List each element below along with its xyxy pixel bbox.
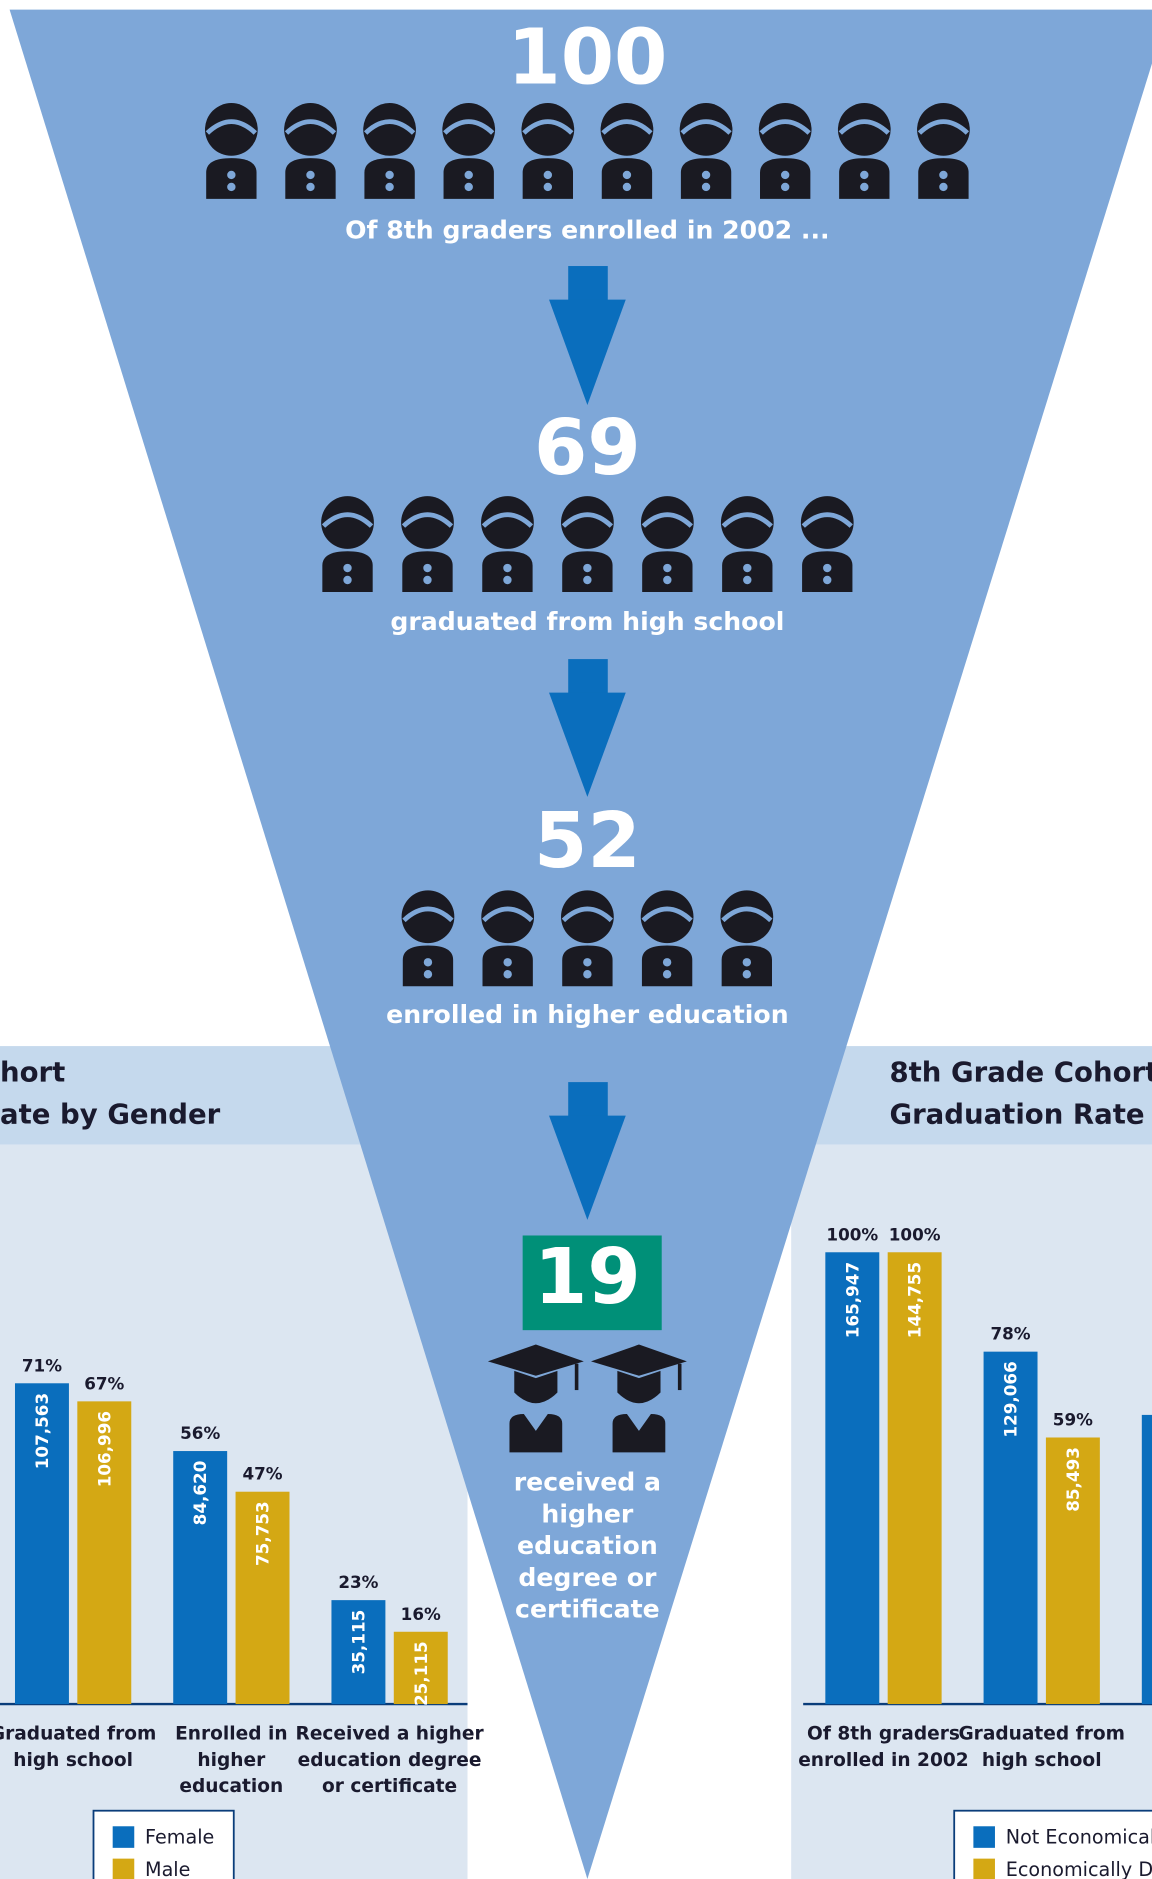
x-tick-label: Enrolled in — [175, 1724, 287, 1745]
value-label: 67% — [84, 1373, 124, 1393]
arrows — [549, 266, 626, 1220]
legend-swatch — [973, 1826, 995, 1848]
stage-number: 69 — [534, 404, 641, 493]
x-tick-label: Graduated from — [0, 1724, 156, 1745]
stage-caption: graduated from high school — [390, 607, 784, 636]
stage-number: 100 — [507, 13, 667, 102]
stage-caption: enrolled in higher education — [386, 1000, 788, 1029]
bar — [1045, 1437, 1100, 1705]
right-title-band — [791, 1046, 1152, 1145]
value-label: 23% — [338, 1572, 378, 1592]
count-label: 25,115 — [411, 1641, 431, 1706]
funnel — [9, 9, 1152, 1879]
legend-swatch — [112, 1858, 135, 1879]
bar — [393, 1631, 448, 1705]
stage-caption: received a — [514, 1468, 661, 1497]
x-tick-label: high school — [13, 1750, 133, 1771]
bar — [1141, 1414, 1152, 1705]
count-label: 35,115 — [348, 1610, 368, 1675]
x-tick-label: Received a higher — [296, 1724, 485, 1745]
legend-swatch — [973, 1858, 995, 1879]
bar — [235, 1491, 290, 1705]
chart-title: Graduation Rate by — [889, 1099, 1152, 1131]
x-tick-label: Graduated from — [958, 1724, 1125, 1745]
chart-title: ate by Gender — [0, 1099, 221, 1131]
legend-label: Female — [145, 1826, 214, 1849]
count-label: 84,620 — [190, 1461, 210, 1526]
x-tick-label: Of 8th graders — [807, 1724, 960, 1745]
count-label: 107,563 — [32, 1393, 52, 1469]
x-tick-label: education — [179, 1776, 283, 1797]
count-label: 144,755 — [905, 1262, 925, 1338]
stage-caption: certificate — [515, 1595, 660, 1624]
x-tick-label: enrolled in 2002 — [798, 1750, 969, 1771]
stage-caption: education — [517, 1531, 658, 1560]
bar — [983, 1351, 1038, 1705]
value-label: 16% — [401, 1604, 441, 1624]
count-label: 165,947 — [842, 1262, 862, 1338]
value-label: 100% — [889, 1224, 941, 1244]
highlight-box — [522, 1235, 662, 1331]
bar — [825, 1252, 880, 1705]
x-tick-label: higher — [197, 1750, 266, 1771]
count-label: 75,753 — [253, 1501, 273, 1566]
stage-caption: Of 8th graders enrolled in 2002 ... — [345, 215, 829, 244]
bar — [77, 1401, 132, 1705]
x-tick-label: high school — [982, 1750, 1102, 1771]
value-label: 47% — [242, 1464, 282, 1484]
funnel-stages: 100 Of 8th graders enrolled in 2002 ... 69… — [205, 13, 970, 1624]
chart-title: 8th Grade Cohort — [889, 1057, 1152, 1089]
value-label: 100% — [826, 1224, 878, 1244]
chart-title: hort — [0, 1057, 65, 1089]
x-tick-label: education degree — [298, 1750, 482, 1771]
stage-caption: higher — [541, 1499, 634, 1528]
count-label: 129,066 — [1001, 1361, 1021, 1437]
legend-label: Not Economicall — [1006, 1826, 1152, 1849]
count-label: 106,996 — [94, 1411, 114, 1487]
bar — [173, 1451, 228, 1705]
value-label: 71% — [22, 1355, 62, 1375]
value-label: 56% — [180, 1423, 220, 1443]
stage-number: 52 — [534, 797, 641, 886]
legend-swatch — [112, 1826, 135, 1848]
count-label: 85,493 — [1063, 1447, 1083, 1512]
charts: hort ate by Gender Graduated from high scho… — [0, 1057, 1152, 1879]
legend-label: Economically Dis — [1006, 1858, 1152, 1879]
value-label: 78% — [990, 1324, 1030, 1344]
bar — [331, 1600, 386, 1705]
bar — [14, 1383, 69, 1705]
bar — [887, 1252, 942, 1705]
stage-number: 19 — [534, 1233, 641, 1322]
stage-caption: degree or — [518, 1563, 657, 1592]
value-label: 59% — [1053, 1410, 1093, 1430]
legend-label: Male — [145, 1858, 190, 1879]
x-tick-label: or certificate — [322, 1776, 457, 1797]
